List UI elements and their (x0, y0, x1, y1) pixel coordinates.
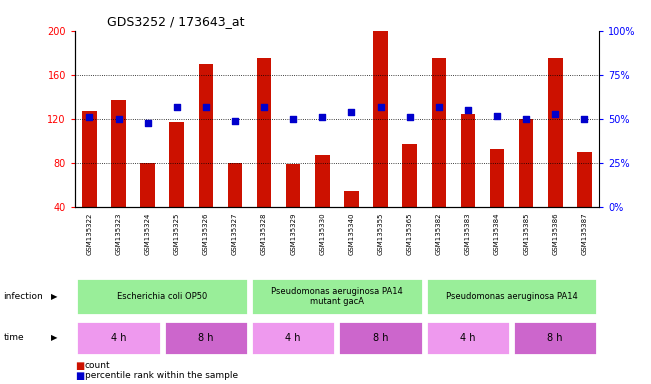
Point (113, 116, 124, 122)
Point (288, 116, 298, 122)
Bar (426, 278, 598, 315)
Text: 8 h: 8 h (547, 333, 563, 343)
Point (172, 104, 182, 110)
Text: 4 h: 4 h (460, 333, 476, 343)
Text: GSM135385: GSM135385 (523, 213, 529, 255)
Point (317, 114, 327, 120)
Bar (76, 321, 161, 355)
Point (230, 118, 240, 124)
Bar (577, 152, 592, 252)
Text: GSM135384: GSM135384 (494, 213, 500, 255)
Text: ■: ■ (75, 371, 84, 381)
Bar (251, 278, 422, 315)
Text: GSM135326: GSM135326 (203, 213, 209, 255)
Bar (432, 58, 446, 252)
Bar (519, 119, 533, 252)
Text: GSM135327: GSM135327 (232, 213, 238, 255)
Bar (199, 64, 213, 252)
Text: Pseudomonas aeruginosa PA14: Pseudomonas aeruginosa PA14 (446, 292, 577, 301)
Bar (513, 321, 598, 355)
Point (201, 104, 211, 110)
Bar (82, 111, 97, 252)
Bar (315, 156, 329, 252)
Bar (251, 321, 335, 355)
Text: 4 h: 4 h (111, 333, 126, 343)
Point (492, 113, 502, 119)
Bar (426, 321, 510, 355)
Text: Pseudomonas aeruginosa PA14
mutant gacA: Pseudomonas aeruginosa PA14 mutant gacA (271, 287, 403, 306)
Text: count: count (85, 361, 110, 370)
Bar (169, 122, 184, 252)
Point (550, 111, 561, 117)
Text: percentile rank within the sample: percentile rank within the sample (85, 371, 238, 380)
Bar (257, 58, 271, 252)
Point (579, 116, 590, 122)
Text: GSM135355: GSM135355 (378, 213, 383, 255)
Bar (548, 58, 562, 252)
Text: GSM135325: GSM135325 (174, 213, 180, 255)
Bar (461, 114, 475, 252)
Text: GSM135383: GSM135383 (465, 213, 471, 255)
Text: GSM135340: GSM135340 (348, 213, 354, 255)
Bar (339, 321, 422, 355)
Text: GSM135387: GSM135387 (581, 213, 587, 255)
Bar (286, 164, 301, 252)
Bar (228, 163, 242, 252)
Text: GSM135382: GSM135382 (436, 213, 442, 255)
Text: time: time (3, 333, 24, 342)
Point (346, 109, 357, 115)
Point (463, 107, 473, 113)
Bar (141, 163, 155, 252)
Bar (344, 191, 359, 252)
Text: GSM135330: GSM135330 (320, 213, 326, 255)
Bar (76, 278, 248, 315)
Text: 8 h: 8 h (198, 333, 214, 343)
Point (521, 116, 531, 122)
Text: ■: ■ (75, 361, 84, 371)
Bar (490, 149, 505, 252)
Text: Escherichia coli OP50: Escherichia coli OP50 (117, 292, 207, 301)
Point (143, 119, 153, 126)
Bar (373, 31, 388, 252)
Text: GSM135329: GSM135329 (290, 213, 296, 255)
Point (84, 114, 94, 120)
Text: GSM135365: GSM135365 (407, 213, 413, 255)
Text: infection: infection (3, 292, 43, 301)
Point (434, 104, 444, 110)
Text: GSM135328: GSM135328 (261, 213, 267, 255)
Text: GSM135386: GSM135386 (552, 213, 559, 255)
Text: 8 h: 8 h (373, 333, 388, 343)
Text: GSM135323: GSM135323 (115, 213, 122, 255)
Bar (163, 321, 248, 355)
Text: ▶: ▶ (51, 333, 57, 342)
Bar (111, 100, 126, 252)
Point (376, 104, 386, 110)
Text: ▶: ▶ (51, 292, 57, 301)
Text: GSM135322: GSM135322 (87, 213, 92, 255)
Point (259, 104, 270, 110)
Text: 4 h: 4 h (286, 333, 301, 343)
Bar (402, 144, 417, 252)
Point (404, 114, 415, 120)
Text: GDS3252 / 173643_at: GDS3252 / 173643_at (107, 15, 245, 28)
Text: GSM135324: GSM135324 (145, 213, 150, 255)
